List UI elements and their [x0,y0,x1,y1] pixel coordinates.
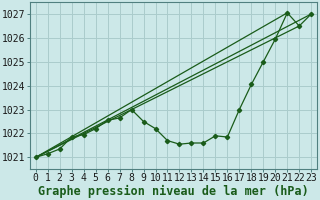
X-axis label: Graphe pression niveau de la mer (hPa): Graphe pression niveau de la mer (hPa) [38,185,309,198]
